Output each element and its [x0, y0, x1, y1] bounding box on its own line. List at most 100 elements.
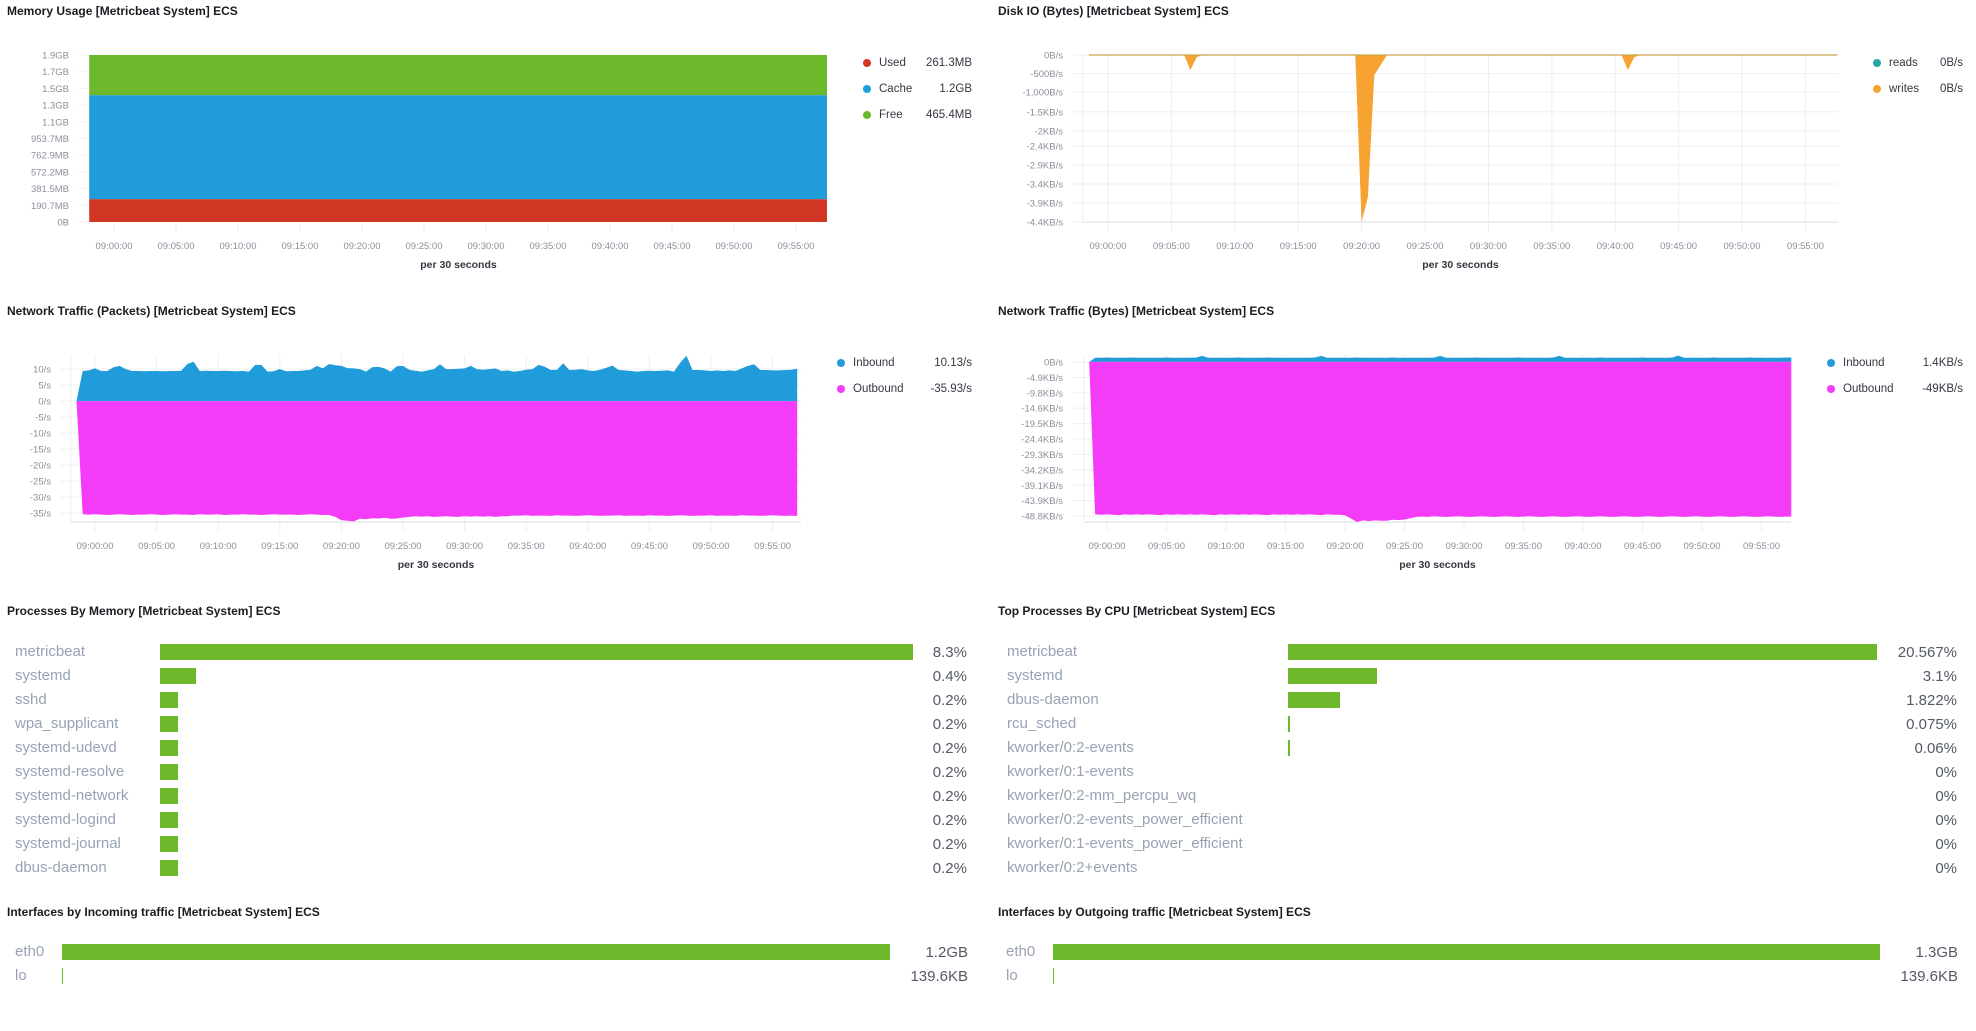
area-outbound	[1089, 361, 1792, 522]
bar-value: 0.2%	[932, 740, 967, 757]
grid	[1073, 54, 1838, 232]
panel-title: Interfaces by Outgoing traffic [Metricbe…	[998, 905, 1311, 919]
bar-label: kworker/0:2+events	[1007, 859, 1138, 876]
bar-row[interactable]: metricbeat 8.3%	[0, 643, 986, 668]
bar	[160, 836, 178, 852]
bar-value: 0%	[1935, 812, 1957, 829]
bar	[1288, 668, 1377, 684]
y-tick-label: 1.1GB	[42, 117, 69, 128]
y-tick-label: -24.4KB/s	[1021, 435, 1063, 446]
panel-title: Disk IO (Bytes) [Metricbeat System] ECS	[998, 4, 1229, 18]
x-tick-label: 09:00:00	[96, 241, 133, 252]
bar-row[interactable]: kworker/0:1-events_power_efficient 0%	[990, 835, 1976, 860]
panel-title: Interfaces by Incoming traffic [Metricbe…	[7, 905, 320, 919]
legend-dot-icon	[863, 85, 871, 93]
y-tick-label: -14.6KB/s	[1021, 404, 1063, 415]
bar-row[interactable]: wpa_supplicant 0.2%	[0, 715, 986, 740]
bar-row[interactable]: systemd 3.1%	[990, 667, 1976, 692]
bar-label: dbus-daemon	[1007, 691, 1099, 708]
bar-row[interactable]: systemd-udevd 0.2%	[0, 739, 986, 764]
network-bytes-chart: 0B/s -4.9KB/s -9.8KB/s -14.6KB/s -19.5KB/s -2…	[1021, 355, 1792, 571]
memory-usage-chart: 1.9GB 1.7GB 1.5GB 1.3GB 1.1GB 953.7MB 762.9MB 5…	[31, 51, 827, 271]
bar	[160, 668, 196, 684]
bar-row[interactable]: eth0 1.3GB	[990, 943, 1976, 968]
x-tick-label: 09:30:00	[1470, 241, 1507, 252]
x-tick-label: 09:05:00	[138, 541, 175, 552]
bar	[1053, 944, 1880, 960]
bar-row[interactable]: systemd-logind 0.2%	[0, 811, 986, 836]
bar-label: systemd-journal	[15, 835, 121, 852]
y-tick-label: -48.8KB/s	[1021, 512, 1063, 523]
bar-row[interactable]: metricbeat 20.567%	[990, 643, 1976, 668]
bar-row[interactable]: eth0 1.2GB	[0, 943, 986, 968]
panel-title: Network Traffic (Packets) [Metricbeat Sy…	[7, 304, 296, 318]
x-tick-label: 09:15:00	[1280, 241, 1317, 252]
x-tick-label: 09:30:00	[1446, 541, 1483, 552]
bar-label: metricbeat	[1007, 643, 1078, 660]
bar-row[interactable]: kworker/0:1-events 0%	[990, 763, 1976, 788]
bar-row[interactable]: lo 139.6KB	[0, 967, 986, 992]
bar-label: wpa_supplicant	[15, 715, 119, 732]
y-tick-label: -20/s	[30, 461, 51, 472]
y-tick-label: -2.9KB/s	[1027, 161, 1064, 172]
y-tick-label: -2.4KB/s	[1027, 142, 1064, 153]
y-tick-label: -35/s	[30, 509, 51, 520]
network-packets-panel: Network Traffic (Packets) [Metricbeat Sy…	[0, 300, 986, 590]
bar-label: kworker/0:2-events	[1007, 739, 1134, 756]
legend-value: -35.93/s	[930, 383, 972, 395]
bar-value: 0%	[1935, 860, 1957, 877]
x-tick-label: 09:20:00	[1343, 241, 1380, 252]
x-tick-label: 09:20:00	[344, 241, 381, 252]
legend-dot-icon	[837, 385, 845, 393]
bar-value: 0.2%	[932, 860, 967, 877]
x-tick-label: 09:55:00	[754, 541, 791, 552]
x-tick-label: 09:45:00	[631, 541, 668, 552]
bar-label: kworker/0:1-events	[1007, 763, 1134, 780]
bar-row[interactable]: dbus-daemon 0.2%	[0, 859, 986, 884]
bar-value: 0%	[1935, 836, 1957, 853]
bar-label: kworker/0:2-mm_percpu_wq	[1007, 787, 1197, 804]
bar-row[interactable]: kworker/0:2-events_power_efficient 0%	[990, 811, 1976, 836]
network-bytes-panel: Network Traffic (Bytes) [Metricbeat Syst…	[990, 300, 1976, 590]
y-tick-label: 1.7GB	[42, 67, 69, 78]
panel-title: Processes By Memory [Metricbeat System] …	[7, 604, 281, 618]
x-tick-label: 09:40:00	[1597, 241, 1634, 252]
bar-value: 0.2%	[932, 836, 967, 853]
bar-row[interactable]: systemd 0.4%	[0, 667, 986, 692]
y-tick-label: -39.1KB/s	[1021, 481, 1063, 492]
bar-value: 20.567%	[1897, 644, 1957, 661]
bar-row[interactable]: dbus-daemon 1.822%	[990, 691, 1976, 716]
x-tick-label: 09:25:00	[1386, 541, 1423, 552]
bar-value: 0.075%	[1906, 716, 1957, 733]
bar	[160, 644, 913, 660]
legend-value: 0B/s	[1939, 57, 1963, 69]
x-tick-label: 09:50:00	[716, 241, 753, 252]
bar-row[interactable]: rcu_sched 0.075%	[990, 715, 1976, 740]
area-inbound	[1089, 355, 1792, 362]
x-tick-label: 09:50:00	[1684, 541, 1721, 552]
x-tick-label: 09:00:00	[1090, 241, 1127, 252]
bar-row[interactable]: kworker/0:2-mm_percpu_wq 0%	[990, 787, 1976, 812]
y-tick-label: 0B/s	[1044, 357, 1063, 368]
x-tick-label: 09:45:00	[1660, 241, 1697, 252]
bar-row[interactable]: systemd-journal 0.2%	[0, 835, 986, 860]
x-tick-label: 09:15:00	[261, 541, 298, 552]
bar-row[interactable]: systemd-resolve 0.2%	[0, 763, 986, 788]
disk-io-panel: Disk IO (Bytes) [Metricbeat System] ECS …	[990, 0, 1976, 290]
legend-value: 10.13/s	[934, 357, 972, 369]
x-tick-label: 09:40:00	[592, 241, 629, 252]
x-tick-label: 09:10:00	[1216, 241, 1253, 252]
x-tick-label: 09:25:00	[406, 241, 443, 252]
x-tick-label: 09:05:00	[1153, 241, 1190, 252]
legend-label: Inbound	[853, 357, 895, 369]
bar-row[interactable]: lo 139.6KB	[990, 967, 1976, 992]
y-tick-label: -1,000B/s	[1022, 88, 1063, 99]
area-outbound	[76, 401, 798, 522]
interfaces-incoming-panel: Interfaces by Incoming traffic [Metricbe…	[0, 901, 986, 1026]
x-tick-label: 09:10:00	[1208, 541, 1245, 552]
bar-row[interactable]: systemd-network 0.2%	[0, 787, 986, 812]
area-inbound	[76, 355, 798, 402]
bar-row[interactable]: kworker/0:2+events 0%	[990, 859, 1976, 884]
bar-row[interactable]: sshd 0.2%	[0, 691, 986, 716]
bar-row[interactable]: kworker/0:2-events 0.06%	[990, 739, 1976, 764]
